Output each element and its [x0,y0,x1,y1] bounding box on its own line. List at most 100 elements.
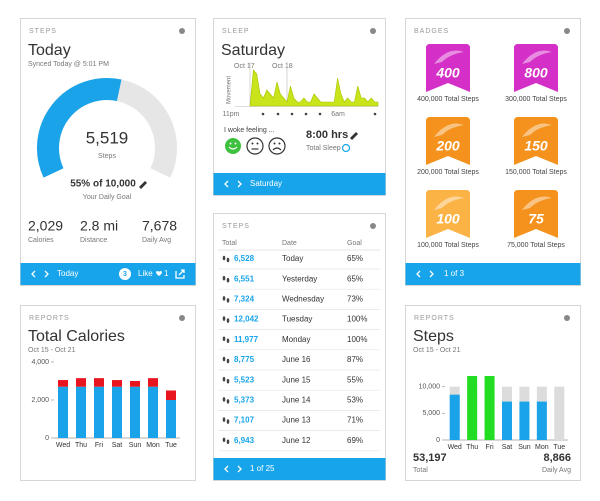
date-label: Oct 18 [272,63,293,70]
settings-icon[interactable] [370,223,376,229]
badge-number: 200 [435,138,460,154]
sleep-chart [249,69,379,107]
bar [536,401,547,440]
card-title: Today [28,42,71,59]
chart-subtitle: Oct 15 - Oct 21 [28,347,76,354]
edit-icon[interactable] [350,132,358,140]
table-cell: 11,977 [234,335,259,344]
card-header: BADGES [414,28,449,35]
table-cell: 6,551 [234,274,255,283]
sleep-hours-label: Total Sleep [306,145,341,152]
steps-chart: 10,000 5,000 0 Wed Thu Fri Sat Sun Mon Tue [419,376,568,451]
date-label: Oct 17 [234,63,255,70]
settings-icon[interactable] [179,315,185,321]
stats: 2,029 Calories 2.8 mi Distance 7,678 Daily Av… [28,218,177,244]
bar [449,394,460,440]
stat-value: 2,029 [28,218,63,234]
badge-number: 75 [528,211,544,227]
x-tick-label: Thu [75,442,87,449]
share-icon[interactable] [175,269,185,279]
bar [94,378,104,387]
footsteps-icon [222,275,230,283]
bar [94,386,104,438]
pager-text: 1 of 25 [250,464,275,473]
table-cell: 65% [347,254,363,263]
badge: 150 150,000 Total Steps [505,117,567,176]
footsteps-icon [222,356,230,364]
feeling-label: I woke feeling ... [224,127,275,134]
table-cell: 7,324 [234,295,255,304]
card-header: REPORTS [414,315,455,322]
footer-day: Saturday [250,179,282,188]
card-footer [213,173,386,195]
time-label: 6am [331,111,345,118]
pager-arrows[interactable] [31,270,49,278]
calories-chart: 4,000 2,000 0 Wed Thu Fri Sat Sun Mon Tue [31,359,180,449]
x-tick-label: Wed [448,444,462,451]
footsteps-icon [222,316,230,323]
settings-icon[interactable] [179,28,185,34]
pager-arrows[interactable] [224,465,242,473]
stat-label: Distance [80,237,107,244]
table-cell: June 12 [282,436,311,445]
badge-wing [434,123,464,137]
stat-label: Daily Avg [142,237,171,244]
bar [166,390,176,400]
badge-wing [434,196,464,210]
count-text: 3 [123,271,127,278]
table-cell: Today [282,254,303,263]
y-axis-label: Movement [227,76,233,104]
bar [519,401,530,440]
mood-faces[interactable] [225,137,286,155]
x-tick-label: Sun [518,444,531,451]
count-badge [119,268,131,280]
sleep-hours: 8:00 hrs [306,129,348,141]
pager-arrows[interactable] [224,180,242,188]
table-cell: June 14 [282,396,311,405]
badge-number: 400 [435,65,460,81]
chart-title: Total Calories [28,328,125,345]
table-cell: Yesterday [282,274,317,283]
movement-area [249,69,379,107]
edit-icon[interactable] [139,181,147,189]
settings-icon[interactable] [370,28,376,34]
x-tick-label: Fri [95,442,104,449]
table-cell: 12,042 [234,315,259,324]
bar [148,378,158,387]
column-header: Goal [347,240,362,247]
card-footer [20,263,196,285]
gauge-unit: Steps [98,153,116,160]
gauge [37,78,177,178]
like-button[interactable]: Like [138,269,153,278]
card-header: SLEEP [222,28,250,35]
badge-label: 400,000 Total Steps [417,96,479,103]
badge-wing [522,123,552,137]
badge-wing [522,196,552,210]
table-cell: 5,523 [234,375,255,384]
settings-icon[interactable] [564,28,570,34]
table-cell: 8,775 [234,355,255,364]
chart-title: Steps [413,328,454,345]
table-cell: 69% [347,436,363,445]
table-cell: 55% [347,375,363,384]
settings-icon[interactable] [564,315,570,321]
time-dots [261,112,377,116]
badge-label: 300,000 Total Steps [505,96,567,103]
pager-arrows[interactable] [416,270,434,278]
sleep-card [213,18,386,196]
footsteps-icon [222,417,230,424]
x-tick-label: Sun [129,442,142,449]
stat-value: 2.8 mi [80,218,118,234]
x-tick-label: Fri [485,444,494,451]
badge-shape [514,44,558,92]
table-cell: June 13 [282,416,311,425]
x-tick-label: Tue [553,444,565,451]
badge-number: 100 [436,211,460,227]
y-tick-label: 2,000 [31,397,49,404]
table-cell: Wednesday [282,295,324,304]
table-cell: Tuesday [282,315,312,324]
x-tick-label: Mon [146,442,160,449]
table-cell: 53% [347,396,363,405]
info-icon[interactable] [341,143,351,153]
y-tick-label: 0 [45,435,49,442]
